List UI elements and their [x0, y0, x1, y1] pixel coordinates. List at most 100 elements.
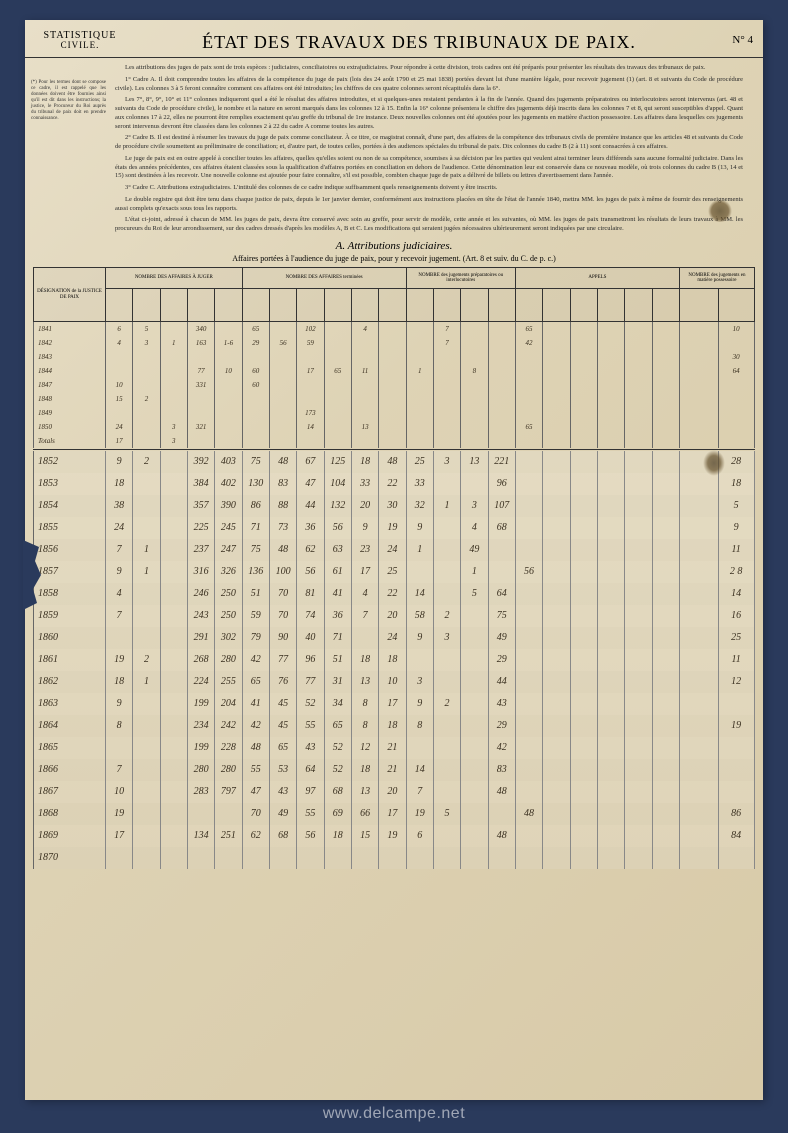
data-cell: 90 — [269, 627, 296, 649]
data-cell: 5 — [433, 803, 460, 825]
data-cell: 15 — [351, 825, 378, 847]
data-cell — [160, 627, 187, 649]
data-cell — [679, 583, 718, 605]
data-cell — [433, 434, 460, 448]
data-cell: 13 — [351, 671, 378, 693]
data-cell: 21 — [379, 737, 406, 759]
data-cell: 7 — [406, 781, 433, 803]
data-cell: 18 — [379, 649, 406, 671]
data-cell: 3 — [160, 434, 187, 448]
data-cell — [515, 517, 542, 539]
data-cell: 21 — [379, 759, 406, 781]
data-cell — [718, 378, 754, 392]
data-cell — [570, 605, 597, 627]
data-cell: 63 — [324, 539, 351, 561]
data-cell: 36 — [297, 517, 324, 539]
data-cell: 14 — [718, 583, 754, 605]
data-cell: 134 — [187, 825, 214, 847]
data-cell — [297, 434, 324, 448]
data-cell — [133, 406, 160, 420]
data-cell — [597, 671, 624, 693]
data-cell: 247 — [215, 539, 242, 561]
data-cell — [625, 364, 652, 378]
data-cell — [105, 406, 132, 420]
data-cell — [718, 847, 754, 869]
data-cell: 48 — [488, 825, 515, 847]
data-cell: 18 — [379, 715, 406, 737]
data-cell: 20 — [379, 781, 406, 803]
data-cell — [297, 847, 324, 869]
data-cell: 42 — [515, 336, 542, 350]
data-cell — [679, 561, 718, 583]
year-cell: 1842 — [34, 336, 106, 350]
data-cell — [515, 737, 542, 759]
data-cell — [679, 495, 718, 517]
year-cell: 1870 — [34, 847, 106, 869]
year-cell: 1853 — [34, 473, 106, 495]
data-cell: 10 — [105, 378, 132, 392]
data-cell — [625, 420, 652, 434]
data-cell: 48 — [269, 451, 296, 473]
col-sub-header — [379, 289, 406, 322]
data-cell: 74 — [297, 605, 324, 627]
data-cell: 33 — [406, 473, 433, 495]
data-cell: 9 — [105, 693, 132, 715]
data-cell — [597, 715, 624, 737]
data-cell — [597, 737, 624, 759]
data-cell — [625, 759, 652, 781]
col-sub-header — [679, 289, 718, 322]
data-cell — [433, 473, 460, 495]
section-letter-title: A. Attributions judiciaires. — [25, 240, 763, 252]
col-sub-header — [133, 289, 160, 322]
data-cell — [433, 364, 460, 378]
table-row: 18597243250597074367205827516 — [34, 605, 755, 627]
data-cell — [625, 605, 652, 627]
data-cell — [105, 627, 132, 649]
data-cell — [461, 781, 488, 803]
data-cell — [597, 781, 624, 803]
data-cell — [133, 803, 160, 825]
data-cell — [515, 473, 542, 495]
data-cell — [652, 378, 679, 392]
data-cell — [433, 759, 460, 781]
data-cell — [515, 350, 542, 364]
data-cell — [625, 322, 652, 336]
data-cell: 242 — [215, 715, 242, 737]
data-cell: 18 — [351, 451, 378, 473]
data-cell: 32 — [406, 495, 433, 517]
data-cell: 20 — [351, 495, 378, 517]
data-cell — [625, 627, 652, 649]
data-cell: 88 — [269, 495, 296, 517]
data-cell — [597, 803, 624, 825]
data-cell: 64 — [718, 364, 754, 378]
data-cell — [515, 759, 542, 781]
data-cell — [433, 825, 460, 847]
data-cell — [515, 781, 542, 803]
data-cell — [625, 539, 652, 561]
table-row: 1850243321141365 — [34, 420, 755, 434]
data-cell — [433, 378, 460, 392]
data-cell — [718, 392, 754, 406]
data-cell: 7 — [105, 539, 132, 561]
data-cell: 45 — [269, 715, 296, 737]
data-cell: 1-6 — [215, 336, 242, 350]
data-cell — [543, 406, 570, 420]
data-cell — [488, 561, 515, 583]
data-cell — [597, 434, 624, 448]
data-cell: 221 — [488, 451, 515, 473]
data-cell — [406, 406, 433, 420]
watermark-link[interactable]: www.delcampe.net — [323, 1105, 465, 1122]
data-cell: 6 — [406, 825, 433, 847]
data-cell: 9 — [351, 517, 378, 539]
col-sub-header — [215, 289, 242, 322]
col-sub-header — [433, 289, 460, 322]
year-cell: 1844 — [34, 364, 106, 378]
year-cell: 1858 — [34, 583, 106, 605]
data-cell — [406, 378, 433, 392]
data-cell — [160, 583, 187, 605]
data-cell — [406, 649, 433, 671]
data-cell: 56 — [324, 517, 351, 539]
data-cell — [461, 420, 488, 434]
data-cell: 71 — [324, 627, 351, 649]
data-cell: 2 — [433, 693, 460, 715]
